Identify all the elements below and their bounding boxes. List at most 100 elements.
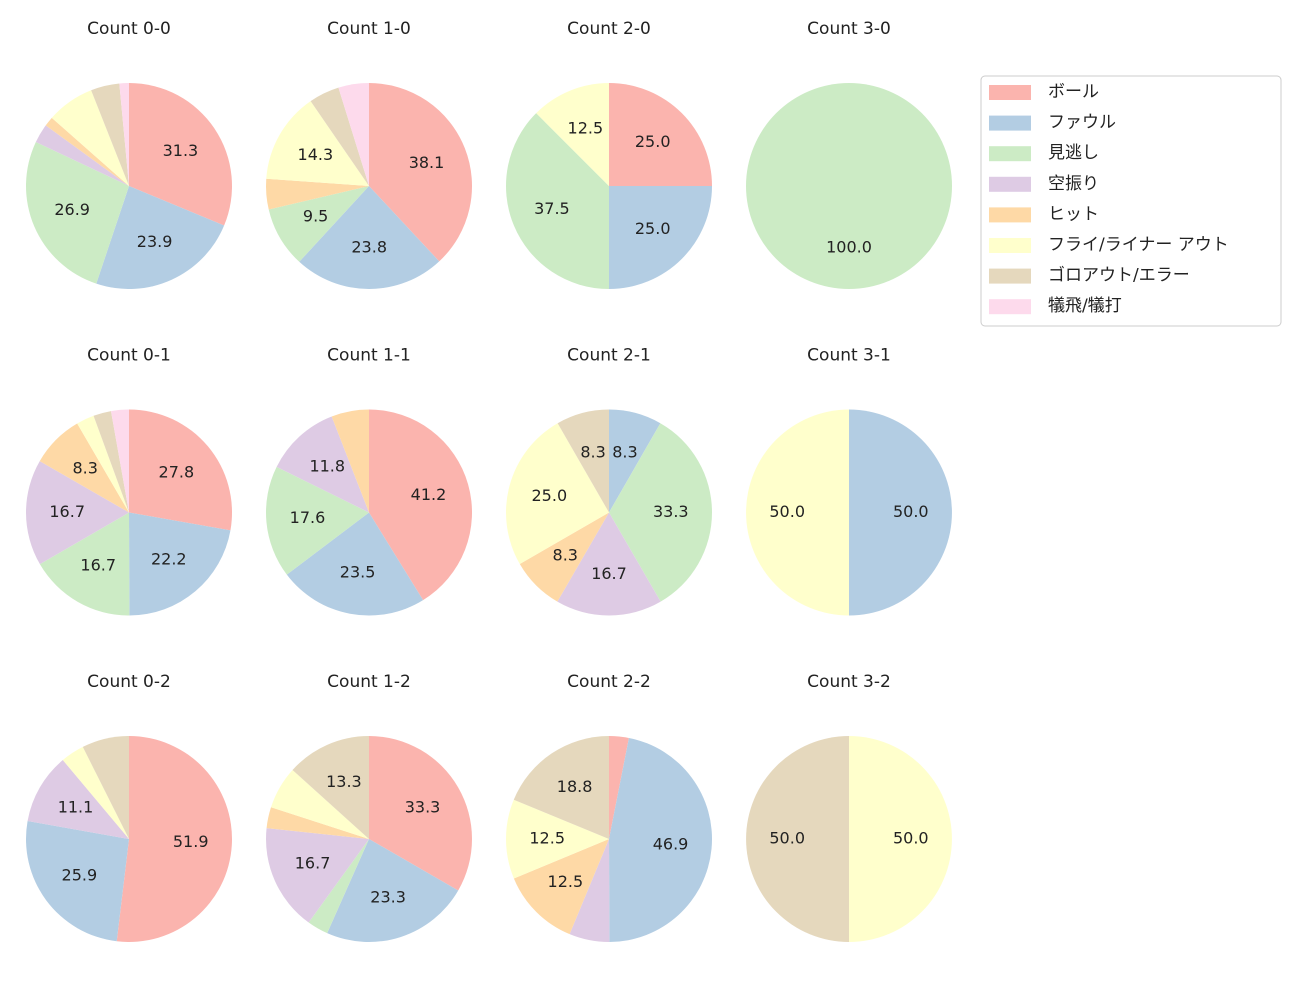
slice-label: 51.9: [173, 832, 209, 851]
pie-slice: [519, 512, 609, 602]
pie-slice: [746, 409, 849, 616]
legend-swatch: [989, 207, 1031, 223]
pie-slice: [110, 409, 129, 513]
pie-slice: [513, 839, 609, 935]
pie-slice: [849, 736, 952, 942]
slice-label: 33.3: [653, 502, 689, 521]
pie-slice: [746, 736, 849, 942]
pie-slice: [129, 512, 231, 616]
pie-slice: [276, 416, 369, 513]
pie-slice: [369, 736, 472, 891]
slice-label: 27.8: [159, 462, 195, 481]
slice-label: 33.3: [405, 798, 441, 817]
slice-label: 41.2: [411, 485, 447, 504]
pie-slice: [116, 735, 233, 943]
pie-title: Count 3-0: [807, 19, 891, 39]
pie-title: Count 0-1: [87, 346, 171, 366]
slice-label: 50.0: [769, 502, 805, 521]
pie-title: Count 1-0: [327, 19, 411, 39]
slice-label: 14.3: [298, 145, 334, 164]
legend-label: フライ/ライナー アウト: [1048, 235, 1229, 255]
legend-label: ファウル: [1048, 113, 1116, 133]
slice-label: 25.0: [635, 219, 671, 238]
slice-label: 8.3: [580, 442, 605, 461]
pie-slice: [609, 83, 712, 186]
pie-slice: [27, 760, 129, 839]
pie-title: Count 3-1: [807, 346, 891, 366]
pie-slice: [557, 409, 609, 513]
slice-label: 16.7: [295, 854, 331, 873]
legend-box: [980, 75, 1282, 327]
pie-slice: [96, 186, 225, 289]
pie-title: Count 2-1: [567, 346, 651, 366]
pie-slice: [39, 423, 129, 513]
pie-slice: [129, 409, 232, 531]
slice-label: 12.5: [568, 118, 604, 137]
slice-label: 31.3: [163, 141, 199, 160]
pie-slice: [310, 87, 369, 186]
pie-title: Count 3-2: [807, 672, 891, 692]
slice-label: 22.2: [151, 549, 187, 568]
pie-slice: [513, 736, 609, 839]
pie-slice: [506, 423, 609, 564]
slice-label: 25.9: [62, 865, 98, 884]
slice-label: 18.8: [557, 777, 593, 796]
slice-label: 37.5: [534, 199, 570, 218]
slice-label: 23.8: [351, 237, 387, 256]
legend-swatch: [989, 238, 1031, 253]
pie-slice: [266, 178, 369, 210]
slice-label: 8.3: [72, 458, 97, 477]
legend-swatch: [989, 299, 1031, 315]
pie-slice: [266, 466, 369, 575]
pie-slice: [129, 83, 232, 226]
legend-label: ボール: [1048, 82, 1099, 102]
pie-slice: [51, 90, 129, 186]
pie-slice: [25, 461, 129, 565]
pie-slice: [268, 186, 369, 262]
slice-label: 12.5: [548, 872, 584, 891]
pie-slice: [338, 83, 369, 186]
legend-swatch: [989, 268, 1031, 284]
pie-slice: [505, 799, 609, 879]
legend-label: ゴロアウト/エラー: [1048, 265, 1190, 286]
pie-slice: [369, 409, 472, 601]
slice-label: 23.5: [340, 563, 376, 582]
pie-slice: [327, 839, 459, 942]
slice-label: 16.7: [591, 564, 627, 583]
legend-swatch: [989, 85, 1031, 100]
pie-slice: [82, 736, 129, 839]
slice-label: 8.3: [553, 546, 578, 565]
legend-swatch: [989, 176, 1031, 192]
slice-label: 26.9: [54, 200, 90, 219]
pie-slice: [609, 186, 712, 289]
pie-slice: [62, 746, 129, 839]
pie-slice: [91, 83, 129, 186]
pie-slice: [849, 409, 952, 616]
legend-label: 空振り: [1048, 174, 1099, 194]
pie-slice: [35, 125, 129, 186]
pie-slice: [271, 769, 369, 839]
pie-slice: [26, 820, 129, 942]
pie-slice: [266, 807, 369, 839]
legend-swatch: [989, 115, 1031, 131]
pie-title: Count 0-0: [87, 19, 171, 39]
slice-label: 23.3: [370, 887, 406, 906]
legend-label: 犠飛/犠打: [1048, 296, 1122, 316]
pie-slice: [308, 839, 369, 934]
slice-label: 11.8: [309, 456, 345, 475]
slice-label: 8.3: [612, 442, 637, 461]
pie-slice: [505, 113, 609, 289]
pie-title: Count 0-2: [87, 672, 171, 692]
pie-slice: [557, 512, 661, 616]
legend-label: 見逃し: [1048, 143, 1099, 163]
slice-label: 50.0: [893, 829, 929, 848]
pie-title: Count 1-2: [327, 672, 411, 692]
pie-slice: [609, 737, 713, 942]
pie-slice: [746, 83, 952, 289]
slice-label: 16.7: [80, 556, 116, 575]
slice-label: 50.0: [893, 502, 929, 521]
slice-label: 13.3: [326, 772, 362, 791]
pie-slice: [39, 512, 130, 616]
